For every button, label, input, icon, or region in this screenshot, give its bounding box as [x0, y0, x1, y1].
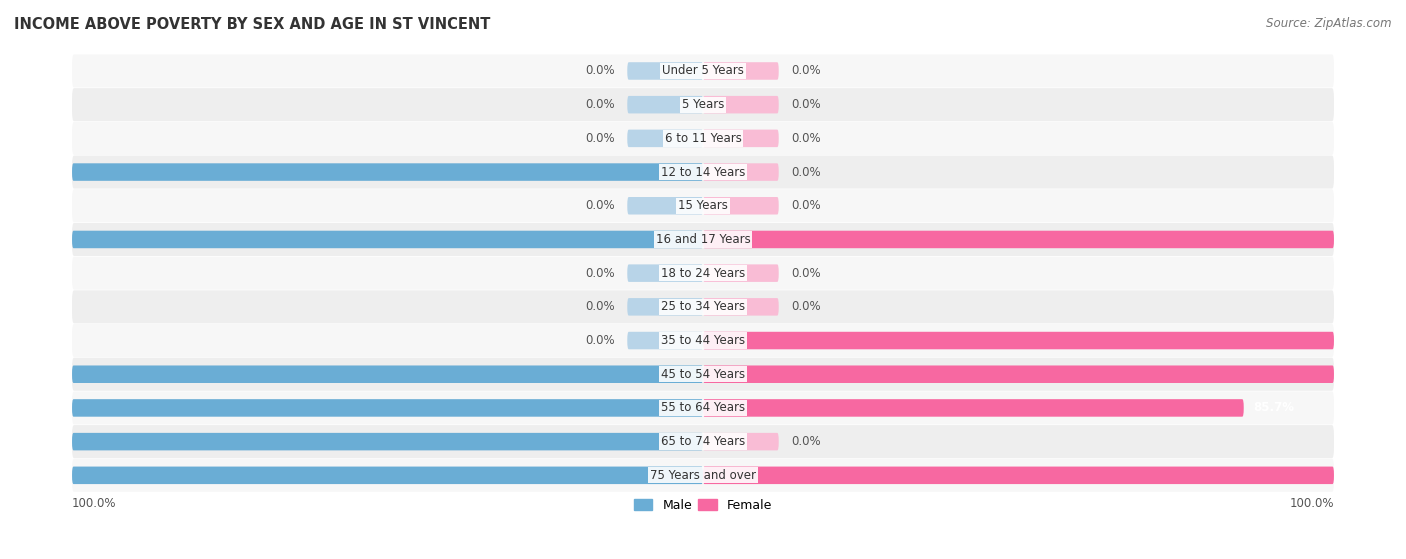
FancyBboxPatch shape [703, 399, 1244, 416]
FancyBboxPatch shape [72, 223, 1334, 256]
Text: 0.0%: 0.0% [585, 199, 614, 212]
Text: 35 to 44 Years: 35 to 44 Years [661, 334, 745, 347]
FancyBboxPatch shape [703, 62, 779, 80]
FancyBboxPatch shape [72, 391, 1334, 424]
FancyBboxPatch shape [72, 433, 703, 451]
Text: 25 to 34 Years: 25 to 34 Years [661, 300, 745, 314]
Text: 55 to 64 Years: 55 to 64 Years [661, 401, 745, 414]
FancyBboxPatch shape [703, 163, 779, 181]
Text: 0.0%: 0.0% [792, 267, 821, 280]
Text: 0.0%: 0.0% [792, 64, 821, 78]
FancyBboxPatch shape [703, 433, 779, 451]
Text: 12 to 14 Years: 12 to 14 Years [661, 165, 745, 178]
Text: Under 5 Years: Under 5 Years [662, 64, 744, 78]
Text: 0.0%: 0.0% [585, 132, 614, 145]
Text: 100.0%: 100.0% [14, 435, 63, 448]
FancyBboxPatch shape [72, 190, 1334, 222]
Text: 0.0%: 0.0% [792, 132, 821, 145]
Text: 15 Years: 15 Years [678, 199, 728, 212]
Text: 100.0%: 100.0% [1343, 334, 1392, 347]
FancyBboxPatch shape [72, 257, 1334, 290]
Text: 65 to 74 Years: 65 to 74 Years [661, 435, 745, 448]
FancyBboxPatch shape [72, 399, 703, 416]
FancyBboxPatch shape [72, 366, 703, 383]
Text: 100.0%: 100.0% [1343, 469, 1392, 482]
FancyBboxPatch shape [627, 264, 703, 282]
Text: 0.0%: 0.0% [792, 300, 821, 314]
FancyBboxPatch shape [703, 264, 779, 282]
Text: 0.0%: 0.0% [792, 165, 821, 178]
Text: 6 to 11 Years: 6 to 11 Years [665, 132, 741, 145]
Text: 85.7%: 85.7% [1253, 401, 1294, 414]
Legend: Male, Female: Male, Female [628, 494, 778, 517]
Text: 75 Years and over: 75 Years and over [650, 469, 756, 482]
Text: 0.0%: 0.0% [792, 199, 821, 212]
Text: 0.0%: 0.0% [585, 300, 614, 314]
Text: INCOME ABOVE POVERTY BY SEX AND AGE IN ST VINCENT: INCOME ABOVE POVERTY BY SEX AND AGE IN S… [14, 17, 491, 32]
Text: 0.0%: 0.0% [585, 334, 614, 347]
FancyBboxPatch shape [627, 332, 703, 349]
Text: 100.0%: 100.0% [1343, 368, 1392, 381]
FancyBboxPatch shape [72, 54, 1334, 88]
Text: 100.0%: 100.0% [14, 469, 63, 482]
FancyBboxPatch shape [703, 130, 779, 147]
FancyBboxPatch shape [72, 155, 1334, 188]
Text: Source: ZipAtlas.com: Source: ZipAtlas.com [1267, 17, 1392, 30]
FancyBboxPatch shape [703, 96, 779, 113]
FancyBboxPatch shape [627, 130, 703, 147]
FancyBboxPatch shape [627, 298, 703, 316]
FancyBboxPatch shape [72, 290, 1334, 323]
FancyBboxPatch shape [627, 197, 703, 215]
FancyBboxPatch shape [627, 96, 703, 113]
Text: 100.0%: 100.0% [14, 233, 63, 246]
Text: 100.0%: 100.0% [1343, 233, 1392, 246]
Text: 16 and 17 Years: 16 and 17 Years [655, 233, 751, 246]
FancyBboxPatch shape [72, 122, 1334, 155]
FancyBboxPatch shape [703, 467, 1334, 484]
Text: 5 Years: 5 Years [682, 98, 724, 111]
FancyBboxPatch shape [703, 366, 1334, 383]
Text: 0.0%: 0.0% [792, 435, 821, 448]
Text: 0.0%: 0.0% [585, 64, 614, 78]
Text: 0.0%: 0.0% [585, 267, 614, 280]
FancyBboxPatch shape [627, 62, 703, 80]
FancyBboxPatch shape [72, 324, 1334, 357]
FancyBboxPatch shape [72, 467, 703, 484]
Text: 100.0%: 100.0% [14, 401, 63, 414]
Text: 0.0%: 0.0% [792, 98, 821, 111]
Text: 100.0%: 100.0% [14, 165, 63, 178]
FancyBboxPatch shape [703, 298, 779, 316]
FancyBboxPatch shape [72, 88, 1334, 121]
FancyBboxPatch shape [703, 332, 1334, 349]
FancyBboxPatch shape [72, 358, 1334, 391]
Text: 0.0%: 0.0% [585, 98, 614, 111]
Text: 100.0%: 100.0% [72, 498, 117, 510]
FancyBboxPatch shape [72, 163, 703, 181]
Text: 18 to 24 Years: 18 to 24 Years [661, 267, 745, 280]
FancyBboxPatch shape [72, 231, 703, 248]
FancyBboxPatch shape [703, 231, 1334, 248]
FancyBboxPatch shape [703, 197, 779, 215]
Text: 100.0%: 100.0% [1289, 498, 1334, 510]
Text: 45 to 54 Years: 45 to 54 Years [661, 368, 745, 381]
FancyBboxPatch shape [72, 425, 1334, 458]
Text: 100.0%: 100.0% [14, 368, 63, 381]
FancyBboxPatch shape [72, 459, 1334, 492]
